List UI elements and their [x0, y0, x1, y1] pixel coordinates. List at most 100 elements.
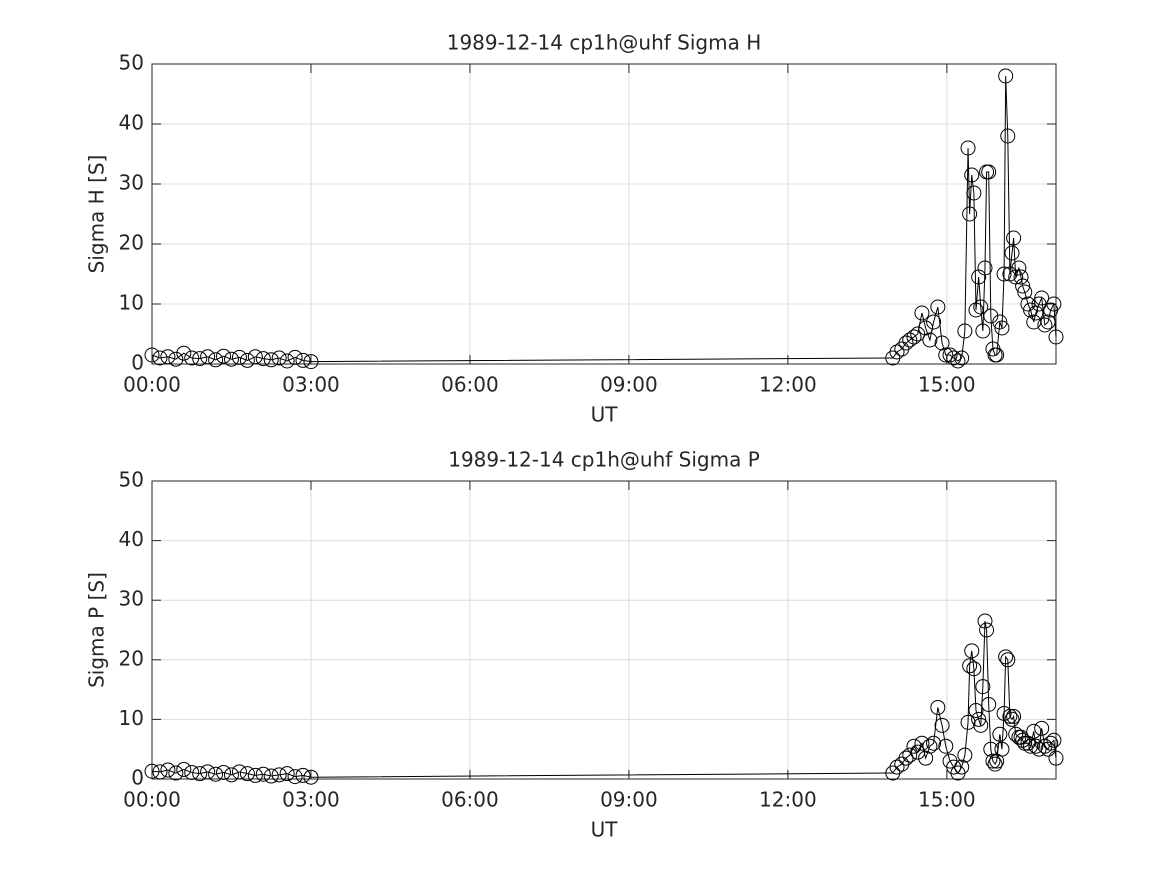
data-marker	[902, 747, 918, 763]
data-marker	[176, 761, 192, 777]
data-marker	[1004, 245, 1020, 261]
data-marker	[950, 353, 966, 369]
data-marker	[926, 735, 942, 751]
data-marker	[303, 769, 319, 785]
y-tick-label: 40	[119, 111, 144, 135]
data-marker	[184, 764, 200, 780]
data-marker	[1046, 732, 1062, 748]
data-marker	[898, 750, 914, 766]
data-marker	[998, 68, 1014, 84]
data-marker	[992, 314, 1008, 330]
data-marker	[1004, 711, 1020, 727]
data-marker	[1037, 317, 1053, 333]
data-marker	[1048, 329, 1064, 345]
data-marker	[938, 347, 954, 363]
x-tick-label: 12:00	[759, 373, 817, 397]
x-axis-label: UT	[591, 403, 619, 427]
data-marker	[176, 345, 192, 361]
x-tick-label: 09:00	[600, 373, 658, 397]
data-marker	[1006, 708, 1022, 724]
data-marker	[1000, 652, 1016, 668]
data-marker	[192, 351, 208, 367]
data-marker	[295, 352, 311, 368]
data-marker	[983, 308, 999, 324]
data-marker	[152, 764, 168, 780]
data-marker	[239, 352, 255, 368]
data-marker	[938, 738, 954, 754]
data-marker	[1034, 290, 1050, 306]
data-marker	[1028, 738, 1044, 754]
y-tick-label: 40	[119, 527, 144, 551]
data-marker	[255, 766, 271, 782]
data-marker	[934, 335, 950, 351]
data-marker	[914, 735, 930, 751]
data-marker	[968, 302, 984, 318]
data-marker	[1048, 750, 1064, 766]
data-marker	[981, 164, 997, 180]
data-marker	[926, 314, 942, 330]
data-marker	[966, 661, 982, 677]
x-tick-label: 06:00	[441, 788, 499, 812]
data-marker	[1026, 723, 1042, 739]
x-tick-label: 06:00	[441, 373, 499, 397]
data-marker	[279, 766, 295, 782]
data-marker	[962, 658, 978, 674]
x-tick-label: 03:00	[282, 373, 340, 397]
data-marker	[160, 349, 176, 365]
data-marker	[271, 350, 287, 366]
data-marker	[979, 622, 995, 638]
data-marker	[303, 354, 319, 370]
x-tick-label: 15:00	[918, 788, 976, 812]
data-marker	[975, 323, 991, 339]
data-marker	[144, 763, 160, 779]
axes-box	[151, 63, 1057, 365]
data-marker	[889, 344, 905, 360]
data-marker	[231, 764, 247, 780]
y-tick-label: 30	[119, 171, 144, 195]
x-tick-label: 09:00	[600, 788, 658, 812]
data-marker	[989, 347, 1005, 363]
y-tick-label: 10	[119, 706, 144, 730]
data-marker	[279, 353, 295, 369]
data-marker	[964, 167, 980, 183]
data-marker	[946, 350, 962, 366]
data-marker	[902, 332, 918, 348]
x-axis-label: UT	[591, 818, 619, 842]
data-marker	[954, 759, 970, 775]
data-marker	[998, 649, 1014, 665]
data-marker	[994, 320, 1010, 336]
data-marker	[168, 351, 184, 367]
data-marker	[918, 750, 934, 766]
data-marker	[977, 260, 993, 276]
data-marker	[271, 767, 287, 783]
data-marker	[192, 766, 208, 782]
data-marker	[160, 762, 176, 778]
data-marker	[994, 741, 1010, 757]
x-tick-label: 15:00	[918, 373, 976, 397]
data-marker	[223, 767, 239, 783]
data-line	[151, 75, 1057, 363]
data-marker	[287, 349, 303, 365]
y-axis-label: Sigma H [S]	[85, 155, 109, 274]
data-marker	[231, 349, 247, 365]
data-marker	[973, 717, 989, 733]
data-marker	[889, 759, 905, 775]
data-marker	[934, 717, 950, 733]
x-tick-label: 00:00	[123, 788, 181, 812]
data-marker	[1006, 230, 1022, 246]
data-marker	[263, 768, 279, 784]
data-marker	[1000, 128, 1016, 144]
data-marker	[957, 747, 973, 763]
data-marker	[200, 764, 216, 780]
data-marker	[200, 349, 216, 365]
data-marker	[964, 643, 980, 659]
data-marker	[1040, 314, 1056, 330]
data-marker	[898, 335, 914, 351]
y-tick-label: 50	[119, 51, 144, 75]
data-marker	[992, 726, 1008, 742]
data-marker	[1034, 720, 1050, 736]
data-marker	[208, 766, 224, 782]
y-tick-label: 50	[119, 468, 144, 492]
data-marker	[144, 347, 160, 363]
data-marker	[962, 206, 978, 222]
